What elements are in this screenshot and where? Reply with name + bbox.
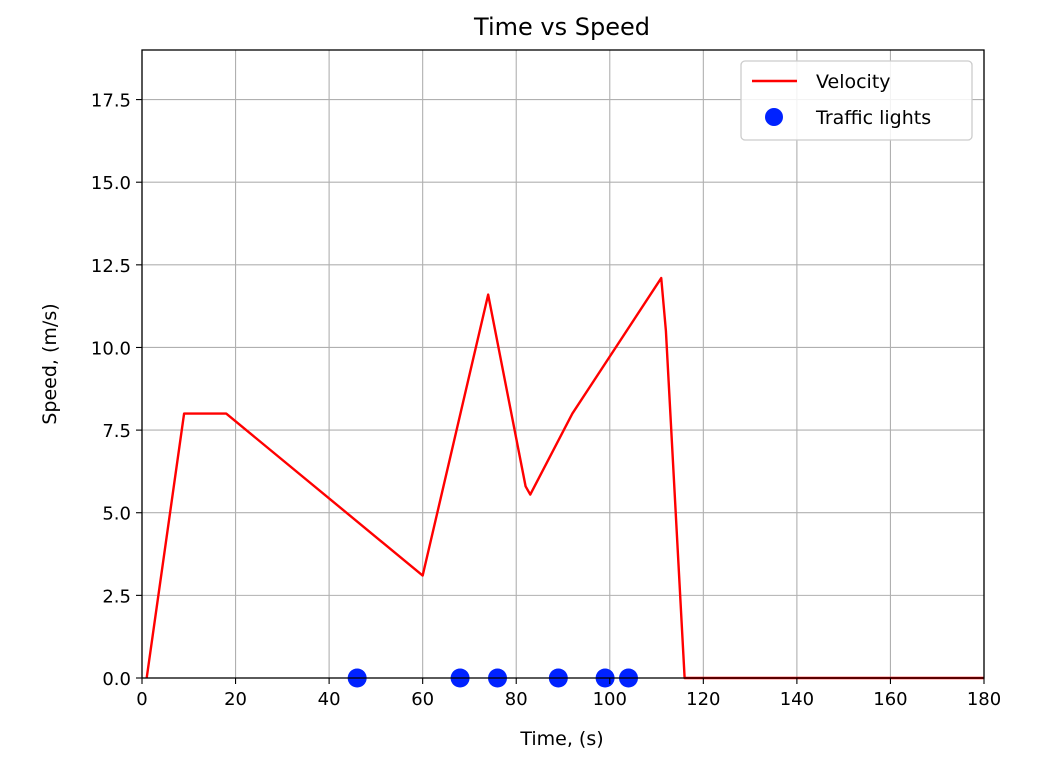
y-axis-label: Speed, (m/s) [39, 303, 61, 424]
x-tick-label: 60 [411, 689, 434, 710]
y-tick-label: 2.5 [102, 586, 131, 607]
legend-box [740, 60, 973, 141]
chart-title: Time vs Speed [473, 13, 650, 41]
legend-velocity-label: Velocity [816, 71, 891, 93]
x-tick-label: 120 [686, 689, 720, 710]
y-tick-label: 15.0 [91, 173, 131, 194]
x-tick-label: 180 [967, 689, 1001, 710]
legend: Velocity Traffic lights [740, 60, 973, 141]
y-tick-label: 0.0 [102, 669, 131, 690]
x-tick-label: 0 [136, 689, 147, 710]
legend-traffic-lights-swatch [765, 108, 783, 126]
x-tick-label: 140 [780, 689, 814, 710]
x-tick-label: 160 [873, 689, 907, 710]
axes-frame [141, 49, 985, 679]
x-tick-label: 100 [593, 689, 627, 710]
x-tick-label: 20 [224, 689, 247, 710]
legend-traffic-lights-label: Traffic lights [815, 107, 931, 129]
x-tick-label: 40 [318, 689, 341, 710]
axis-ticks: 0 20 40 60 80 100 120 140 160 180 0.0 2.5 5.0 7.5 10.0… [91, 91, 1001, 710]
y-tick-label: 7.5 [102, 421, 131, 442]
y-tick-label: 10.0 [91, 338, 131, 359]
y-tick-label: 17.5 [91, 91, 131, 112]
y-tick-label: 12.5 [91, 256, 131, 277]
y-tick-label: 5.0 [102, 504, 131, 525]
velocity-line [145, 276, 984, 680]
x-tick-label: 80 [505, 689, 528, 710]
x-axis-label: Time, (s) [519, 728, 603, 750]
